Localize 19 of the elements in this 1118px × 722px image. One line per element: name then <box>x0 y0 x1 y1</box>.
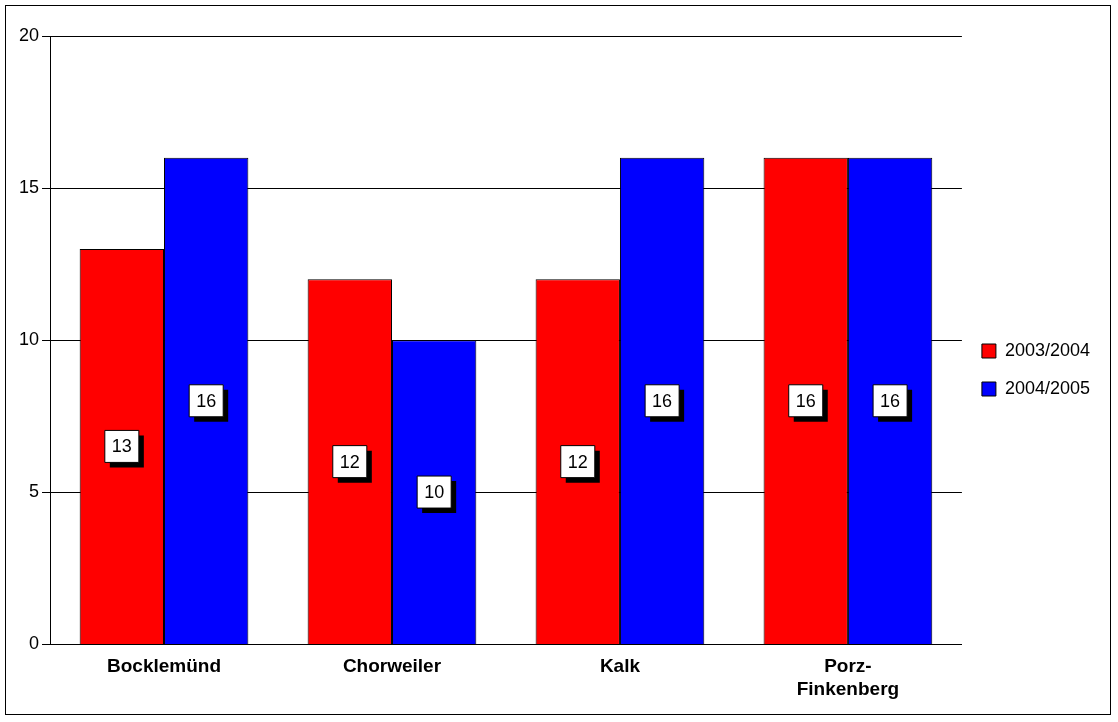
y-tick-label: 15 <box>18 177 40 198</box>
data-label: 10 <box>424 482 445 503</box>
x-tick-label: Bocklemünd <box>106 655 222 677</box>
x-tick-label: Chorweiler <box>342 655 442 677</box>
y-tick-label: 5 <box>29 481 40 502</box>
y-tick-label: 20 <box>18 24 40 45</box>
data-label: 16 <box>880 390 901 411</box>
x-tick-label: Kalk <box>599 655 641 677</box>
y-tick-label: 10 <box>18 329 40 350</box>
data-label: 16 <box>795 390 816 411</box>
data-label: 12 <box>339 451 360 472</box>
data-label: 12 <box>567 451 588 472</box>
legend-label: 2004/2005 <box>1004 377 1091 398</box>
data-label: 16 <box>196 390 217 411</box>
x-tick-label: Porz-Finkenberg <box>796 655 900 699</box>
legend-label: 2003/2004 <box>1004 339 1091 360</box>
data-label: 16 <box>652 390 673 411</box>
y-tick-label: 0 <box>29 633 40 654</box>
data-label: 13 <box>111 436 132 457</box>
